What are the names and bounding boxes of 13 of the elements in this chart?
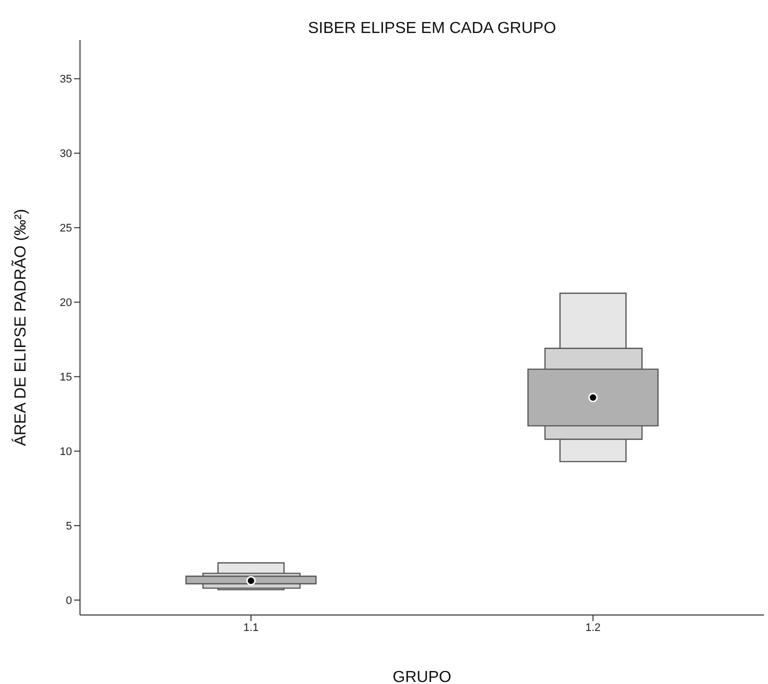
y-tick-label: 20 [60,297,72,310]
y-tick-label: 15 [60,372,72,384]
y-axis-title: ÁREA DE ELIPSE PADRÃO (‰²) [10,208,30,446]
x-tick-label: 1.1 [243,622,259,634]
x-tick-label: 1.2 [585,622,601,634]
y-tick-label: 25 [60,222,72,235]
y-tick-label: 5 [66,520,72,533]
x-axis-title: GRUPO [392,669,452,684]
y-tick-label: 10 [60,446,72,458]
y-tick-label: 35 [60,74,72,86]
chart-title: SIBER ELIPSE EM CADA GRUPO [306,20,558,38]
y-tick-label: 0 [66,595,72,608]
y-tick-label: 30 [60,148,72,160]
